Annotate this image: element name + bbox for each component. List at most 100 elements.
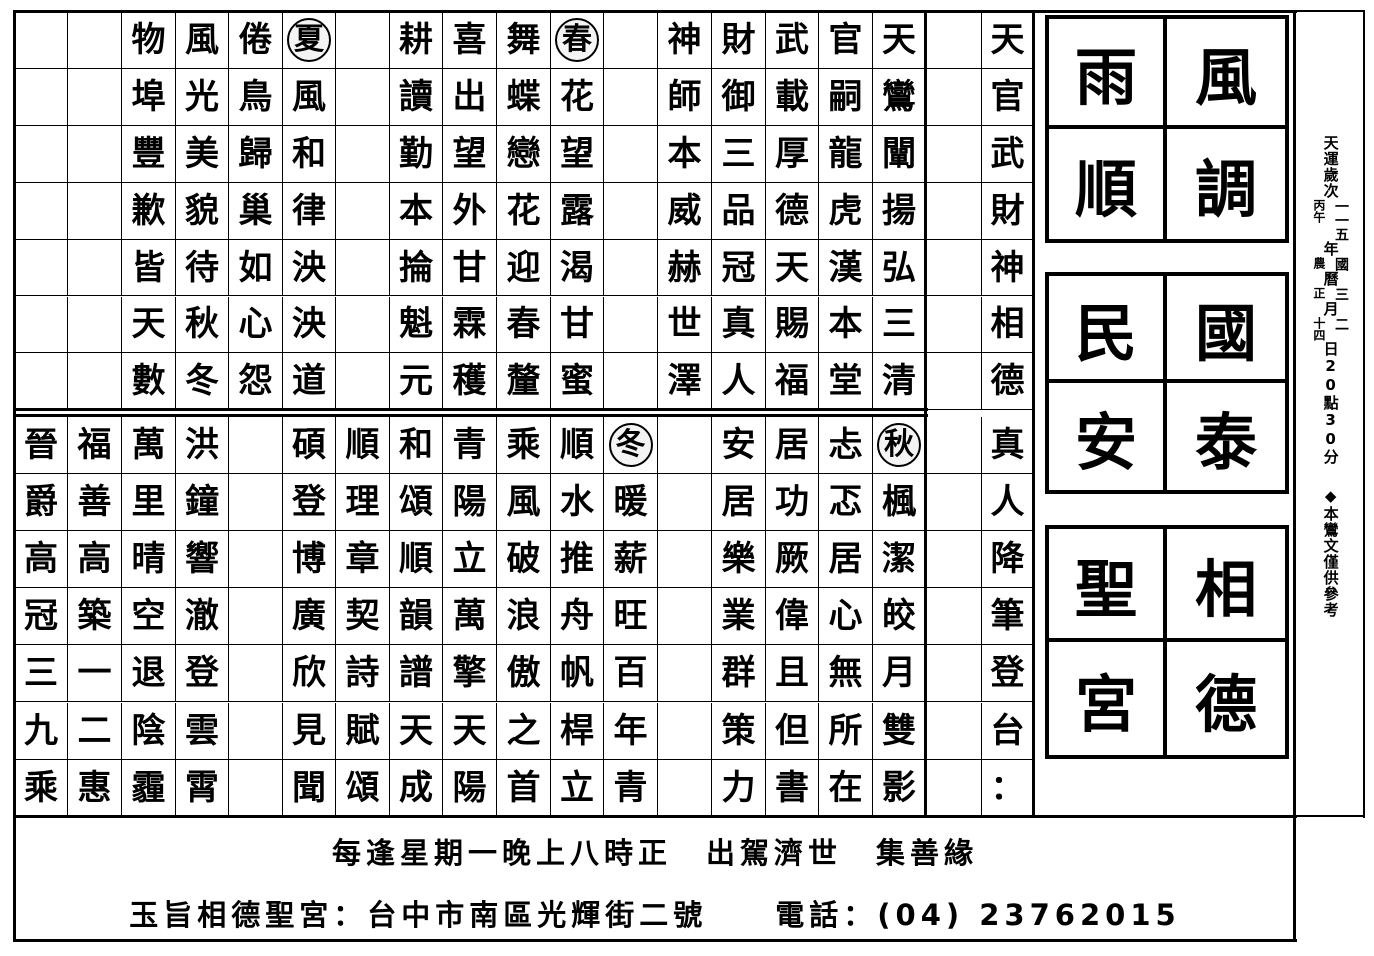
grid-cell: 高	[68, 531, 122, 589]
grid-cell: 且	[766, 645, 819, 703]
grid-cell: 外	[443, 182, 497, 240]
grid-cell	[15, 68, 68, 126]
grid-cell: 天	[873, 12, 926, 69]
grid-cell: 道	[283, 353, 336, 411]
grid-cell	[15, 239, 68, 297]
grid-cell: 心	[819, 588, 873, 646]
grid-cell: 載	[766, 68, 819, 126]
grid-cell	[658, 759, 712, 817]
grid-cell: 風	[176, 12, 229, 69]
grid-cell: 三	[15, 645, 68, 703]
grid-cell: 花	[551, 68, 604, 126]
grid-cell: 在	[819, 759, 873, 817]
grid-cell: 美	[176, 125, 229, 183]
grid-cell: 春	[497, 296, 551, 354]
grid-cell: 魁	[390, 296, 443, 354]
grid-cell: 薪	[604, 531, 658, 589]
grid-cell: 舟	[551, 588, 604, 646]
lunar-date-text: 十四	[1311, 317, 1326, 341]
grid-cell: 三	[873, 296, 926, 354]
date-text: 三	[1332, 287, 1349, 301]
grid-cell: 武	[766, 12, 819, 69]
grid-cell	[68, 68, 122, 126]
grid-cell: 洪	[176, 417, 229, 475]
grid-cell: 順	[336, 417, 390, 475]
outer-border-right	[1293, 10, 1296, 942]
grid-cell: 詩	[336, 645, 390, 703]
grid-cell: 弘	[873, 239, 926, 297]
grid-cell	[658, 474, 712, 532]
grid-cell	[604, 125, 658, 183]
grid-cell: 契	[336, 588, 390, 646]
grid-cell	[336, 353, 390, 411]
grid-cell: 居	[819, 531, 873, 589]
season-circle: 秋	[877, 423, 921, 468]
grid-cell: 風	[283, 68, 336, 126]
grid-cell: 賦	[336, 702, 390, 760]
grid-cell: 但	[766, 702, 819, 760]
date-text: 月	[1321, 301, 1340, 317]
date-text: 20	[1321, 357, 1340, 395]
blessing-char: 相	[1167, 529, 1285, 642]
date-text: 分	[1321, 449, 1340, 465]
grid-cell	[229, 588, 283, 646]
section-divider	[924, 10, 927, 818]
double-rule	[15, 414, 928, 417]
grid-cell: 登	[283, 474, 336, 532]
grid-cell: 神	[658, 12, 712, 69]
grid-cell: 秋	[176, 296, 229, 354]
blessing-char: 民	[1049, 276, 1167, 383]
blessing-box: 雨風順調	[1045, 15, 1289, 243]
grid-cell: 水	[551, 474, 604, 532]
grid-cell: 澤	[658, 353, 712, 411]
grid-cell: 戀	[497, 125, 551, 183]
grid-cell: 立	[551, 759, 604, 817]
date-box-right	[1363, 10, 1365, 818]
grid-cell: 福	[68, 417, 122, 475]
grid-cell: 築	[68, 588, 122, 646]
grid-cell: 相	[982, 296, 1034, 354]
grid-cell: 破	[497, 531, 551, 589]
date-text: 點	[1321, 395, 1340, 411]
grid-cell: 擎	[443, 645, 497, 703]
grid-cell: 理	[336, 474, 390, 532]
grid-cell: 喜	[443, 12, 497, 69]
grid-cell: 暖	[604, 474, 658, 532]
grid-cell: 策	[712, 702, 766, 760]
blessing-char: 宮	[1049, 642, 1167, 755]
grid-cell: 影	[873, 759, 926, 817]
grid-cell	[229, 759, 283, 817]
grid-cell: 順	[551, 417, 604, 475]
grid-cell: 德	[982, 353, 1034, 411]
grid-cell	[336, 296, 390, 354]
grid-cell: 筆	[982, 588, 1034, 646]
grid-cell: 威	[658, 182, 712, 240]
grid-cell: 里	[122, 474, 176, 532]
grid-cell: 世	[658, 296, 712, 354]
outer-border-top	[13, 10, 1297, 13]
grid-cell: 嗣	[819, 68, 873, 126]
grid-cell: 響	[176, 531, 229, 589]
grid-cell: 光	[176, 68, 229, 126]
grid-cell: 冬	[604, 417, 658, 475]
grid-cell: 本	[819, 296, 873, 354]
grid-cell	[926, 702, 982, 760]
blessing-char: 順	[1049, 129, 1167, 239]
grid-cell: 甘	[551, 296, 604, 354]
grid-cell: 雙	[873, 702, 926, 760]
grid-cell: 和	[390, 417, 443, 475]
grid-cell: 乘	[15, 759, 68, 817]
grid-cell: 釐	[497, 353, 551, 411]
grid-cell	[336, 239, 390, 297]
date-column: 天運歲次 丙午 一一五年農國曆正三月十四二日 20 點 30 分 ◆本鸞文僅供參考	[1297, 135, 1363, 618]
grid-cell	[336, 125, 390, 183]
grid-cell: 怨	[229, 353, 283, 411]
grid-cell: 花	[497, 182, 551, 240]
grid-cell: 歉	[122, 182, 176, 240]
grid-cell: 月	[873, 645, 926, 703]
blessing-char: 國	[1167, 276, 1285, 383]
grid-cell: 埠	[122, 68, 176, 126]
blessing-char: 聖	[1049, 529, 1167, 642]
grid-cell: 業	[712, 588, 766, 646]
grid-cell: 年	[604, 702, 658, 760]
